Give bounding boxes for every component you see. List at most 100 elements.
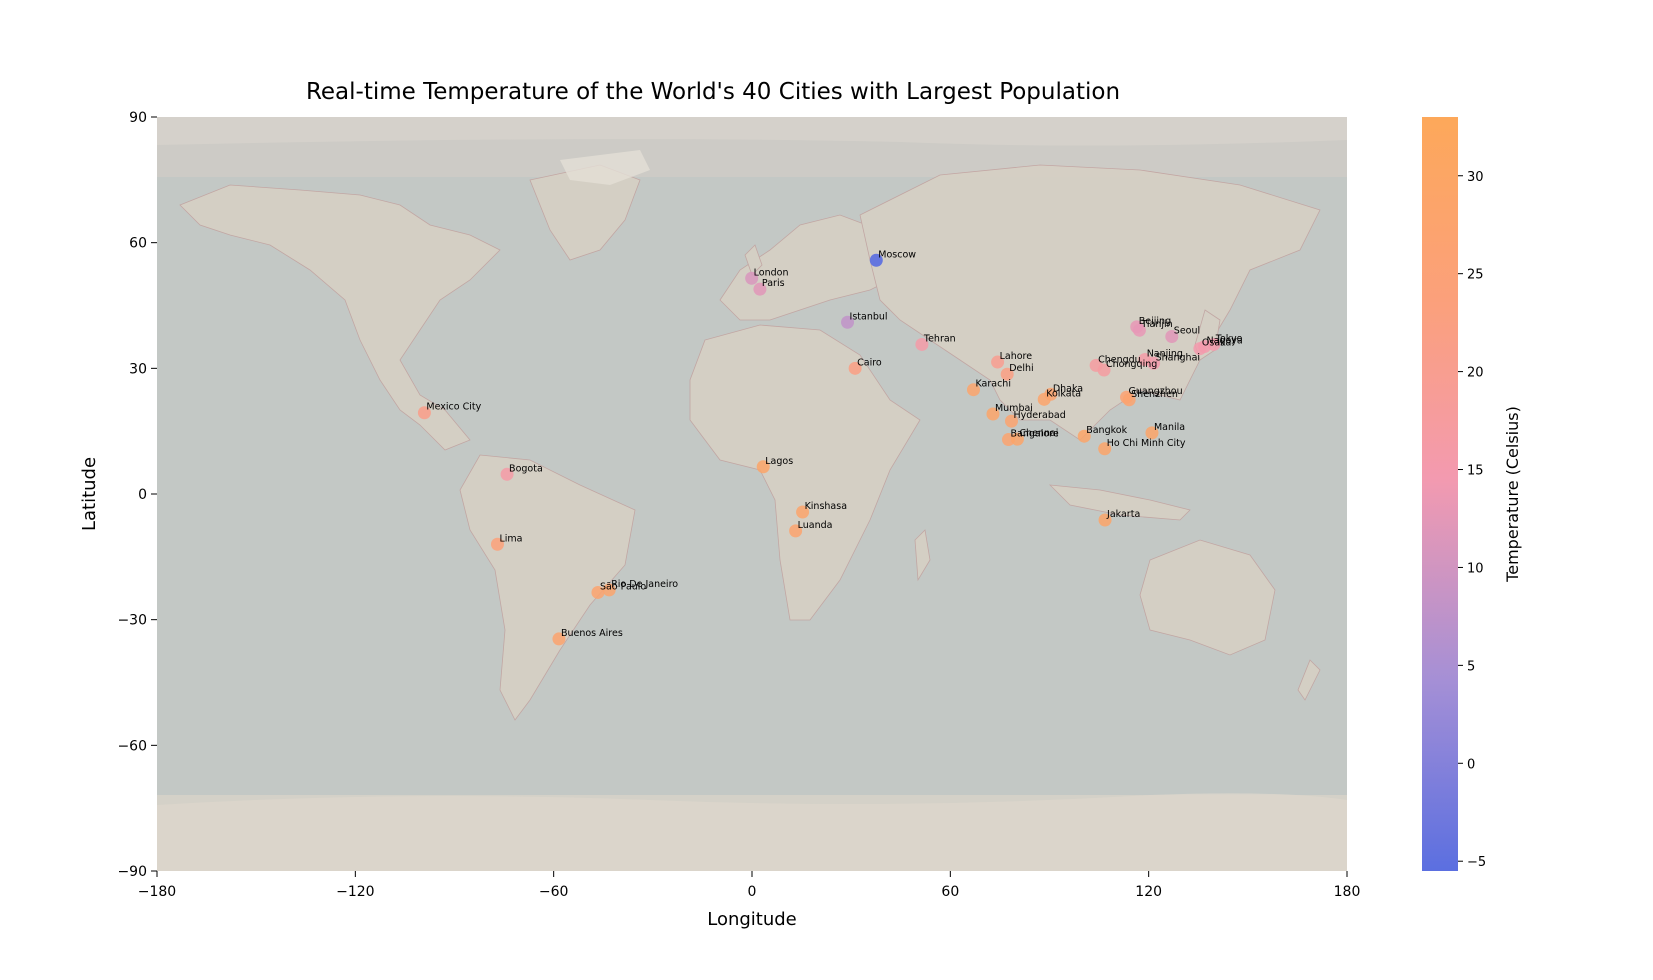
city-label-chengdu: Chengdu xyxy=(1098,354,1141,365)
x-tick-label: 60 xyxy=(941,884,959,900)
point-nagoya xyxy=(1198,340,1212,354)
city-label-lahore: Lahore xyxy=(1000,351,1033,362)
x-axis-label: Longitude xyxy=(707,909,797,930)
city-label-jakarta: Jakarta xyxy=(1106,509,1140,520)
y-tick-label: 60 xyxy=(129,236,147,252)
city-label-karachi: Karachi xyxy=(975,379,1011,390)
point-paris xyxy=(753,282,767,296)
point-s-o-paulo xyxy=(591,585,605,599)
city-labels: Tokyo Delhi Shanghai São Paulo Mexico City Ca… xyxy=(426,249,1242,639)
point-tianjin xyxy=(1132,323,1146,337)
colorbar: 30 25 20 15 10 5 0 −5 Temperature (Celsius) xyxy=(1422,117,1522,871)
x-tick-label: 120 xyxy=(1135,884,1162,900)
city-label-bangkok: Bangkok xyxy=(1086,425,1127,436)
city-label-lima: Lima xyxy=(499,533,522,544)
colorbar-tick-label: 30 xyxy=(1467,170,1484,185)
point-istanbul xyxy=(841,315,855,329)
city-label-shanghai: Shanghai xyxy=(1156,352,1200,363)
colorbar-tick-label: 10 xyxy=(1467,561,1484,576)
y-axis-label: Latitude xyxy=(79,457,100,531)
city-label-nagoya: Nagoya xyxy=(1207,336,1243,347)
city-label-bangalore: Bangalore xyxy=(1011,429,1059,440)
city-label-tianjin: Tianjin xyxy=(1140,319,1172,330)
y-tick-label: 30 xyxy=(129,361,147,377)
city-label-ho-chi-minh-city: Ho Chi Minh City xyxy=(1107,438,1186,449)
world-map-background xyxy=(157,117,1347,871)
city-label-mexico-city: Mexico City xyxy=(426,402,481,413)
point-moscow xyxy=(869,253,883,267)
city-label-shenzhen: Shenzhen xyxy=(1131,389,1178,400)
city-label-chennai: Chennai xyxy=(1019,428,1058,439)
colorbar-tick-label: 15 xyxy=(1467,464,1484,479)
point-lahore xyxy=(991,355,1005,369)
point-bangkok xyxy=(1077,429,1091,443)
colorbar-tick-label: 0 xyxy=(1467,757,1475,772)
x-tick-label: −180 xyxy=(138,884,176,900)
y-tick-label: 90 xyxy=(129,110,147,126)
city-label-paris: Paris xyxy=(762,278,785,289)
x-tick-label: −120 xyxy=(336,884,374,900)
city-label-kolkata: Kolkata xyxy=(1046,388,1081,399)
city-label-moscow: Moscow xyxy=(878,249,916,260)
x-tick-label: −60 xyxy=(539,884,569,900)
point-jakarta xyxy=(1098,513,1112,527)
x-tick-label: 0 xyxy=(748,884,757,900)
colorbar-tick-label: 20 xyxy=(1467,366,1484,381)
point-ho-chi-minh-city xyxy=(1098,442,1112,456)
city-label-luanda: Luanda xyxy=(798,520,833,531)
city-label-bogota: Bogota xyxy=(509,463,543,474)
city-label-tehran: Tehran xyxy=(923,333,956,344)
city-label-hyderabad: Hyderabad xyxy=(1013,410,1065,421)
point-manila xyxy=(1145,426,1159,440)
point-kolkata xyxy=(1037,392,1051,406)
city-label-dhaka: Dhaka xyxy=(1053,383,1083,394)
chart-title: Real-time Temperature of the World's 40 … xyxy=(306,79,1120,105)
y-tick-label: 0 xyxy=(138,487,147,503)
colorbar-tick-label: 25 xyxy=(1467,268,1484,283)
colorbar-tick-label: −5 xyxy=(1467,855,1486,870)
city-label-osaka: Osaka xyxy=(1202,338,1231,349)
city-label-lagos: Lagos xyxy=(765,456,793,467)
city-label-mumbai: Mumbai xyxy=(995,403,1033,414)
point-lima xyxy=(490,537,504,551)
city-label-seoul: Seoul xyxy=(1174,325,1200,336)
point-seoul xyxy=(1165,329,1179,343)
colorbar-tick-label: 5 xyxy=(1467,659,1475,674)
point-cairo xyxy=(848,361,862,375)
y-tick-label: −30 xyxy=(117,613,147,629)
city-label-beijing: Beijing xyxy=(1139,316,1171,327)
point-luanda xyxy=(789,524,803,538)
city-label-guangzhou: Guangzhou xyxy=(1129,386,1183,397)
colorbar-gradient xyxy=(1422,117,1458,871)
point-nanjing xyxy=(1138,353,1152,367)
point-karachi xyxy=(966,383,980,397)
point-buenos-aires xyxy=(552,632,566,646)
colorbar-label: Temperature (Celsius) xyxy=(1503,406,1522,583)
point-chengdu xyxy=(1089,358,1103,372)
city-label-london: London xyxy=(754,267,789,278)
city-label-cairo: Cairo xyxy=(857,357,882,368)
y-tick-label: −60 xyxy=(117,738,147,754)
point-chennai xyxy=(1010,432,1024,446)
point-rio-de-janeiro xyxy=(602,583,616,597)
x-tick-label: 180 xyxy=(1334,884,1361,900)
point-tehran xyxy=(915,337,929,351)
point-hyderabad xyxy=(1004,414,1018,428)
city-label-buenos-aires: Buenos Aires xyxy=(561,628,623,639)
city-label-nanjing: Nanjing xyxy=(1147,349,1183,360)
city-label-s-o-paulo: São Paulo xyxy=(600,581,646,592)
city-label-chongqing: Chongqing xyxy=(1106,359,1157,370)
point-mumbai xyxy=(986,407,1000,421)
y-tick-label: −90 xyxy=(117,864,147,880)
city-label-manila: Manila xyxy=(1154,422,1185,433)
city-label-tokyo: Tokyo xyxy=(1215,333,1243,344)
city-label-rio-de-janeiro: Rio De Janeiro xyxy=(611,579,678,590)
point-mexico-city xyxy=(417,406,431,420)
x-axis: −180 −120 −60 0 60 120 180 xyxy=(138,871,1361,900)
y-axis: 90 60 30 0 −30 −60 −90 xyxy=(117,110,157,880)
point-shenzhen xyxy=(1122,393,1136,407)
city-label-istanbul: Istanbul xyxy=(850,311,888,322)
colorbar-ticks: 30 25 20 15 10 5 0 −5 xyxy=(1458,170,1486,870)
